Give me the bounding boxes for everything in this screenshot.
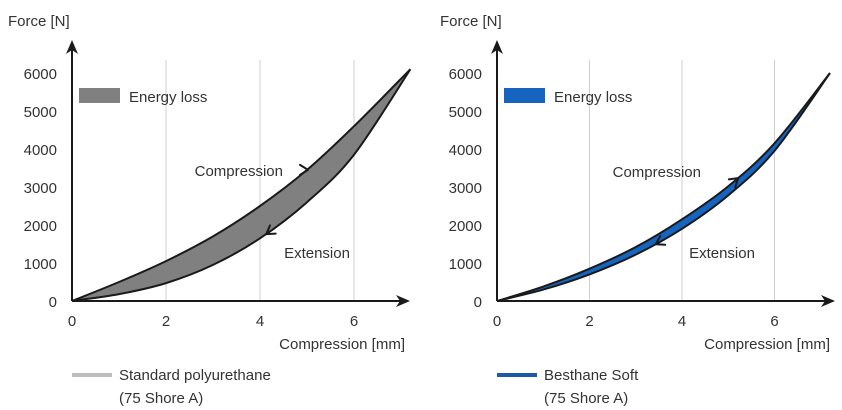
legend-swatch [504,88,545,103]
x-tick-label-1: 2 [585,313,593,330]
legend-swatch [79,88,120,103]
y-axis-arrow [491,40,503,54]
footer-name: Besthane Soft [544,367,639,384]
extension-curve [496,72,831,302]
compression-label: Compression [195,163,283,180]
y-tick-label-3: 3000 [24,180,57,197]
energy-loss-area [497,73,830,301]
compression-label: Compression [613,164,701,181]
x-tick-label-2: 4 [678,313,686,330]
y-tick-label-1: 1000 [449,256,482,273]
y-tick-label-5: 5000 [449,104,482,121]
extension-label: Extension [689,245,755,262]
extension-arrow [265,224,277,236]
y-axis-arrow [66,40,78,54]
y-tick-label-0: 0 [474,294,482,311]
y-tick-label-2: 2000 [24,218,57,235]
footer-name: Standard polyurethane [119,367,271,384]
x-tick-label-3: 6 [350,313,358,330]
energy-loss-area [72,69,411,301]
x-tick-label-2: 4 [256,313,264,330]
compression-arrow [299,163,309,176]
legend-label: Energy loss [129,89,207,106]
compression-arrow [727,177,740,189]
footer-detail: (75 Shore A) [119,390,203,407]
compression-curve [71,68,412,302]
y-tick-label-6: 6000 [24,66,57,83]
y-axis-title: Force [N] [8,13,70,30]
y-tick-label-3: 3000 [449,180,482,197]
compression-curve [496,72,831,302]
footer-detail: (75 Shore A) [544,390,628,407]
extension-curve [71,68,412,302]
y-tick-label-5: 5000 [24,104,57,121]
y-axis-title: Force [N] [440,13,502,30]
y-tick-label-4: 4000 [24,142,57,159]
y-tick-label-6: 6000 [449,66,482,83]
panel-standard-polyurethane: 0 2 4 6 0 1000 2000 3000 4000 5000 6000 Force [N] Co… [8,13,412,407]
x-tick-label-0: 0 [493,313,501,330]
extension-label: Extension [284,245,350,262]
extension-arrow [654,235,667,246]
y-tick-label-1: 1000 [24,256,57,273]
x-tick-label-1: 2 [162,313,170,330]
legend-label: Energy loss [554,89,632,106]
y-tick-label-2: 2000 [449,218,482,235]
x-axis-arrow [396,295,410,307]
x-tick-label-3: 6 [770,313,778,330]
panel-besthane-soft: 0 2 4 6 0 1000 2000 3000 4000 5000 6000 Force [N] Co… [440,13,835,407]
y-tick-label-4: 4000 [449,142,482,159]
x-axis-title: Compression [mm] [279,336,405,353]
x-axis-title: Compression [mm] [704,336,830,353]
x-tick-label-0: 0 [68,313,76,330]
x-axis-arrow [821,295,835,307]
y-tick-label-0: 0 [49,294,57,311]
